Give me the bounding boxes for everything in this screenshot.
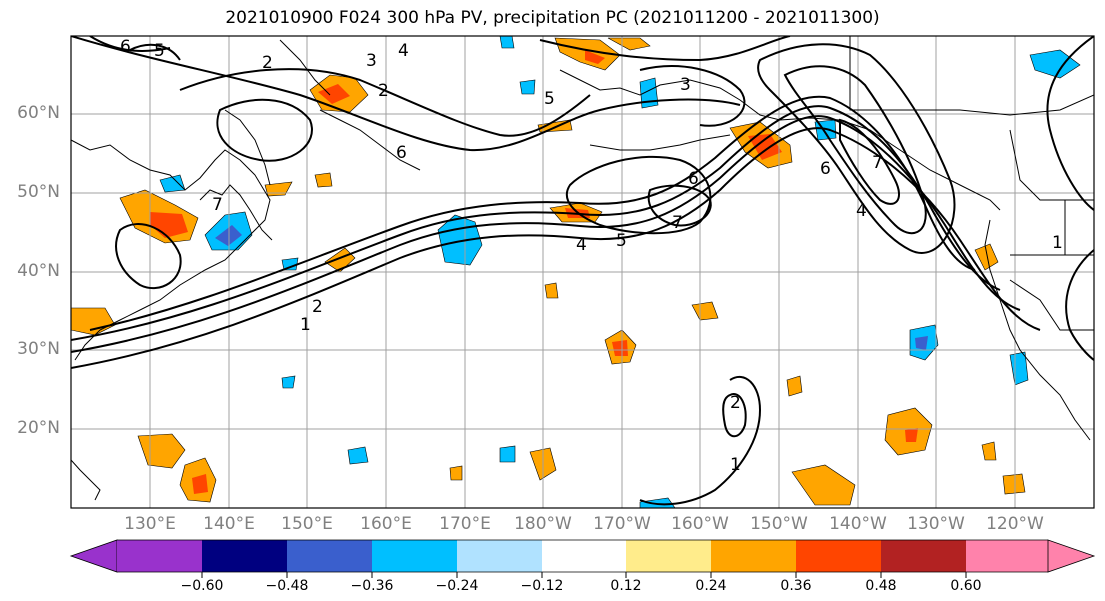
map-frame <box>70 35 1095 509</box>
colorbar-tick-label: −0.24 <box>435 578 479 594</box>
precip-patch <box>786 375 803 397</box>
colorbar-extend-left <box>69 539 118 573</box>
colorbar-swatch <box>711 540 796 572</box>
contour-label: 2 <box>730 393 741 413</box>
contour-label: 3 <box>366 51 377 71</box>
colorbar-swatch <box>287 540 372 572</box>
precip-patch <box>347 446 369 465</box>
colorbar-tick-label: 0.24 <box>695 578 727 594</box>
contour-label: 5 <box>154 41 165 61</box>
lat-label: 50°N <box>17 182 60 202</box>
colorbar-tick-label: −0.36 <box>350 578 394 594</box>
lon-label: 140°E <box>203 514 255 534</box>
lon-label: 170°E <box>439 514 491 534</box>
contour-label: 6 <box>820 159 831 179</box>
lon-label: 120°W <box>986 514 1044 534</box>
contour-label: 1 <box>730 455 741 475</box>
colorbar-swatch <box>626 540 711 572</box>
contour-label: 4 <box>856 201 867 221</box>
colorbar-tick-label: 0.12 <box>610 578 642 594</box>
precip-patch <box>1002 473 1026 495</box>
lon-label: 160°E <box>360 514 412 534</box>
pv-contour-labels: 1 2 1 2 2 2 1 3 3 4 4 4 5 5 5 6 6 6 6 7 … <box>120 37 1063 475</box>
pv-contours <box>71 36 1094 506</box>
colorbar-swatch <box>881 540 966 572</box>
contour-label: 4 <box>398 41 409 61</box>
lon-label: 150°W <box>750 514 808 534</box>
precip-patch <box>281 375 296 389</box>
precip-patch <box>639 77 659 109</box>
precip-patch <box>639 497 676 508</box>
lon-label: 140°W <box>829 514 887 534</box>
colorbar-swatch <box>372 540 457 572</box>
contour-label: 2 <box>312 297 323 317</box>
precip-patch <box>449 465 463 481</box>
figure-title: 2021010900 F024 300 hPa PV, precipitatio… <box>225 8 880 28</box>
precip-patch <box>791 464 856 506</box>
colorbar-tick-label: 0.36 <box>780 578 812 594</box>
lat-label: 60°N <box>17 103 60 123</box>
colorbar-tick-label: −0.48 <box>265 578 309 594</box>
colorbar <box>69 539 1096 578</box>
colorbar-swatch <box>966 540 1048 572</box>
precip-patch <box>607 37 651 51</box>
colorbar-swatch <box>117 540 202 572</box>
contour-label: 6 <box>688 169 699 189</box>
precip-patch <box>1029 49 1081 79</box>
coastlines <box>71 36 1094 501</box>
colorbar-tick-label: −0.60 <box>180 578 224 594</box>
lat-label: 20°N <box>17 418 60 438</box>
lon-label: 160°W <box>671 514 729 534</box>
lon-label: 180°W <box>514 514 572 534</box>
contour-label: 5 <box>616 231 627 251</box>
contour-label: 2 <box>378 81 389 101</box>
contour-label: 7 <box>672 213 683 233</box>
contour-label: 3 <box>680 75 691 95</box>
precip-patch <box>137 433 186 469</box>
precip-patch <box>314 172 333 188</box>
contour-label: 1 <box>300 315 311 335</box>
contour-label: 6 <box>396 143 407 163</box>
colorbar-swatch <box>457 540 542 572</box>
lat-label: 30°N <box>17 339 60 359</box>
contour-label: 6 <box>120 37 131 57</box>
contour-label: 7 <box>872 153 883 173</box>
colorbar-tick-label: 0.60 <box>950 578 982 594</box>
precip-patch <box>691 301 719 321</box>
map-area: 1 2 1 2 2 2 1 3 3 4 4 4 5 5 5 6 6 6 6 7 … <box>71 36 1094 508</box>
precip-patch <box>544 282 559 299</box>
colorbar-swatch <box>202 540 287 572</box>
colorbar-swatch <box>542 540 626 572</box>
lon-label: 130°E <box>124 514 176 534</box>
contour-label: 4 <box>576 235 587 255</box>
contour-label: 1 <box>1052 233 1063 253</box>
precip-patch <box>499 445 516 463</box>
precip-patch <box>499 36 515 49</box>
precip-patch <box>264 181 293 197</box>
lat-label: 40°N <box>17 261 60 281</box>
contour-label: 2 <box>262 53 273 73</box>
colorbar-extend-right <box>1047 539 1096 573</box>
lon-label: 150°E <box>281 514 333 534</box>
colorbar-tick-label: −0.12 <box>520 578 564 594</box>
contour-label: 7 <box>212 195 223 215</box>
contour-label: 5 <box>544 89 555 109</box>
colorbar-swatch <box>796 540 881 572</box>
colorbar-tick-label: 0.48 <box>865 578 897 594</box>
precip-patch <box>519 79 536 95</box>
precip-patch <box>281 257 299 271</box>
precip-patches <box>71 36 1081 508</box>
lon-label: 170°W <box>593 514 651 534</box>
precip-patch <box>981 441 997 461</box>
graticule <box>71 36 1094 508</box>
precip-patch <box>71 307 116 336</box>
lon-label: 130°W <box>907 514 965 534</box>
